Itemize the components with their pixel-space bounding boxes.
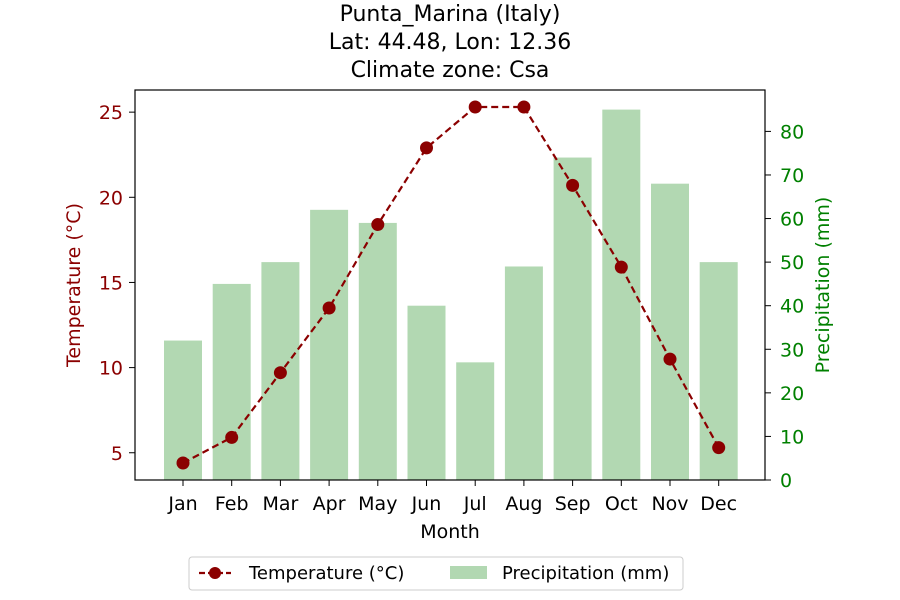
precipitation-bars bbox=[164, 109, 738, 481]
chart-title-line-3: Climate zone: Csa bbox=[351, 58, 550, 83]
x-tick-label: May bbox=[358, 493, 397, 515]
plot-frame bbox=[134, 89, 766, 481]
x-tick-label: Nov bbox=[651, 493, 688, 515]
right-y-axis: 0 10 20 30 40 50 60 70 80 bbox=[765, 121, 804, 492]
x-axis-label: Month bbox=[420, 521, 480, 543]
legend-precipitation-swatch-icon bbox=[450, 566, 487, 579]
legend-precipitation-label: Precipitation (mm) bbox=[502, 563, 669, 584]
temperature-point bbox=[322, 301, 336, 315]
precipitation-bar bbox=[212, 283, 251, 480]
x-tick-label: Mar bbox=[262, 493, 298, 515]
legend-temperature-label: Temperature (°C) bbox=[248, 563, 404, 584]
legend-item-precipitation: Precipitation (mm) bbox=[450, 563, 669, 584]
x-tick-label: Feb bbox=[215, 493, 249, 515]
right-y-tick-label: 20 bbox=[780, 383, 804, 405]
right-y-tick-label: 70 bbox=[780, 165, 804, 187]
right-y-tick-label: 50 bbox=[780, 252, 804, 274]
x-tick-label: Aug bbox=[505, 493, 542, 515]
x-tick-label: Dec bbox=[700, 493, 737, 515]
x-tick-label: Jan bbox=[167, 493, 197, 515]
temperature-point bbox=[371, 218, 385, 232]
x-tick-label: Apr bbox=[313, 493, 346, 515]
left-y-tick-label: 25 bbox=[99, 102, 123, 124]
x-axis: Jan Feb Mar Apr May Jun Jul Aug Sep Oct Nov Dec bbox=[167, 480, 737, 515]
temperature-point bbox=[712, 441, 726, 455]
temperature-point bbox=[176, 456, 190, 470]
left-y-tick-label: 15 bbox=[99, 272, 123, 294]
precipitation-bar bbox=[602, 109, 641, 480]
precipitation-bar bbox=[651, 183, 689, 481]
right-y-axis-label: Precipitation (mm) bbox=[812, 197, 834, 374]
chart-title-line-2: Lat: 44.48, Lon: 12.36 bbox=[329, 30, 571, 55]
left-y-tick-label: 5 bbox=[111, 443, 123, 465]
legend: Temperature (°C) Precipitation (mm) bbox=[188, 556, 684, 591]
precipitation-bar bbox=[553, 157, 592, 480]
precipitation-bar bbox=[504, 266, 543, 480]
temperature-point bbox=[225, 430, 239, 444]
precipitation-bar bbox=[407, 305, 446, 480]
right-y-tick-label: 10 bbox=[780, 426, 804, 448]
chart-title-line-1: Punta_Marina (Italy) bbox=[340, 2, 561, 27]
left-y-tick-label: 10 bbox=[99, 358, 123, 380]
precipitation-bar bbox=[358, 222, 397, 480]
temperature-series-line bbox=[182, 105, 720, 464]
legend-item-temperature: Temperature (°C) bbox=[199, 563, 404, 584]
x-tick-label: Oct bbox=[605, 493, 638, 515]
left-y-tick-label: 20 bbox=[99, 187, 123, 209]
temperature-point bbox=[517, 100, 531, 114]
left-y-axis-label: Temperature (°C) bbox=[63, 203, 85, 368]
x-tick-label: Sep bbox=[555, 493, 591, 515]
left-y-axis: 5 10 15 20 25 bbox=[99, 102, 135, 465]
temperature-point bbox=[468, 100, 482, 114]
temperature-point bbox=[273, 366, 287, 380]
temperature-point bbox=[420, 141, 433, 155]
x-tick-label: Jul bbox=[463, 493, 487, 515]
legend-box bbox=[188, 556, 684, 591]
temperature-line bbox=[176, 100, 726, 470]
right-y-tick-label: 0 bbox=[780, 470, 792, 492]
precipitation-bar bbox=[456, 362, 495, 480]
legend-temperature-marker-icon bbox=[209, 567, 221, 579]
right-y-tick-label: 40 bbox=[780, 296, 804, 318]
x-tick-label: Jun bbox=[411, 493, 442, 515]
precipitation-bar bbox=[310, 209, 349, 480]
right-y-tick-label: 30 bbox=[780, 339, 804, 361]
temperature-point bbox=[566, 178, 580, 192]
chart-title: Punta_Marina (Italy) Lat: 44.48, Lon: 12… bbox=[329, 2, 571, 83]
right-y-tick-label: 60 bbox=[780, 209, 804, 231]
right-y-tick-label: 80 bbox=[780, 121, 804, 143]
temperature-point bbox=[663, 352, 677, 366]
temperature-point bbox=[614, 260, 628, 274]
